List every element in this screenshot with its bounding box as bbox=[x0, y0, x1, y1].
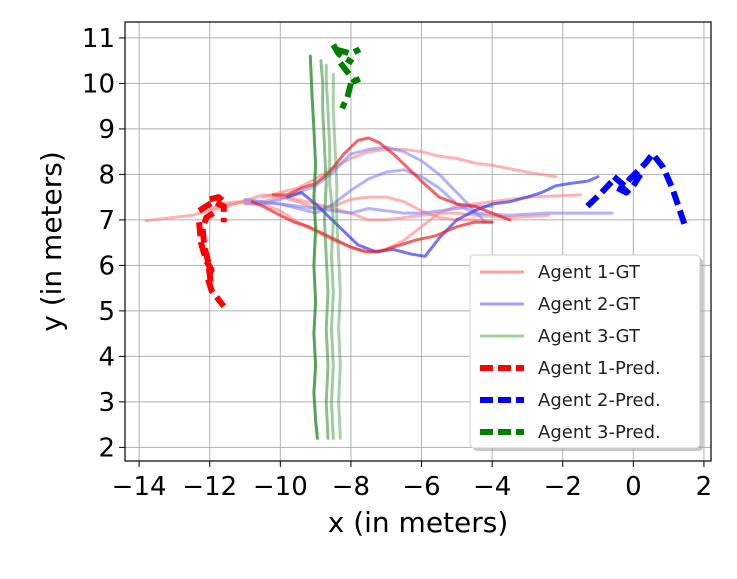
x-tick-label: −8 bbox=[332, 472, 370, 502]
x-tick-label: −6 bbox=[402, 472, 440, 502]
legend-label: Agent 2-Pred. bbox=[538, 390, 661, 411]
y-tick-label: 5 bbox=[98, 297, 115, 327]
x-tick-label: −12 bbox=[182, 472, 237, 502]
x-axis-label: x (in meters) bbox=[328, 506, 509, 539]
x-tick-label: 0 bbox=[625, 472, 642, 502]
prediction-line-17 bbox=[196, 221, 227, 309]
x-tick-label: −2 bbox=[544, 472, 582, 502]
legend-label: Agent 1-GT bbox=[538, 262, 641, 283]
ground-truth-line-8 bbox=[271, 136, 512, 222]
x-tick-label: −10 bbox=[253, 472, 308, 502]
y-tick-label: 9 bbox=[98, 115, 115, 145]
legend: Agent 1-GT Agent 2-GT Agent 3-GT Agent 1-Pr… bbox=[469, 254, 703, 451]
prediction-line-24 bbox=[339, 82, 354, 110]
ground-truth-line-5 bbox=[243, 168, 614, 217]
ground-truth-line-7 bbox=[285, 175, 600, 258]
ground-truth-line-6 bbox=[250, 200, 494, 215]
x-tick-label: −14 bbox=[112, 472, 167, 502]
prediction-line-14 bbox=[197, 198, 227, 223]
trajectory-series bbox=[144, 43, 688, 440]
ground-truth-line-12 bbox=[324, 63, 335, 440]
y-tick-label: 6 bbox=[98, 251, 115, 281]
y-axis-label: y (in meters) bbox=[35, 151, 68, 332]
prediction-line-15 bbox=[208, 194, 226, 204]
legend-label: Agent 3-GT bbox=[538, 326, 641, 347]
x-tick-label: 2 bbox=[696, 472, 713, 502]
ground-truth-series bbox=[144, 54, 614, 440]
ground-truth-line-9 bbox=[250, 200, 494, 254]
axes-frame bbox=[124, 21, 712, 462]
y-tick-label: 2 bbox=[98, 433, 115, 463]
ground-truth-line-11 bbox=[319, 59, 330, 440]
y-tick-label: 10 bbox=[82, 69, 115, 99]
prediction-line-16 bbox=[199, 210, 215, 289]
prediction-line-18 bbox=[585, 179, 615, 209]
prediction-series bbox=[196, 43, 688, 309]
prediction-line-22 bbox=[334, 46, 362, 57]
legend-label: Agent 3-Pred. bbox=[538, 422, 661, 443]
prediction-line-20 bbox=[616, 172, 643, 196]
legend-box bbox=[469, 254, 701, 449]
legend-label: Agent 2-GT bbox=[538, 294, 641, 315]
y-tick-label: 8 bbox=[98, 160, 115, 190]
ground-truth-line-13 bbox=[331, 72, 342, 440]
prediction-line-19 bbox=[611, 150, 688, 226]
prediction-line-23 bbox=[337, 61, 361, 85]
axis-ticks: −14 −12 −10 −8 −6 −4 −2 0 2 2 3 4 5 6 7 8 9 10 11 bbox=[82, 24, 712, 502]
y-tick-label: 3 bbox=[98, 388, 115, 418]
ground-truth-line-10 bbox=[308, 54, 319, 440]
y-tick-label: 11 bbox=[82, 24, 115, 54]
legend-label: Agent 1-Pred. bbox=[538, 358, 661, 379]
y-tick-label: 4 bbox=[98, 342, 115, 372]
ground-truth-line-1 bbox=[208, 195, 494, 224]
y-tick-label: 7 bbox=[98, 206, 115, 236]
x-tick-label: −4 bbox=[473, 472, 511, 502]
